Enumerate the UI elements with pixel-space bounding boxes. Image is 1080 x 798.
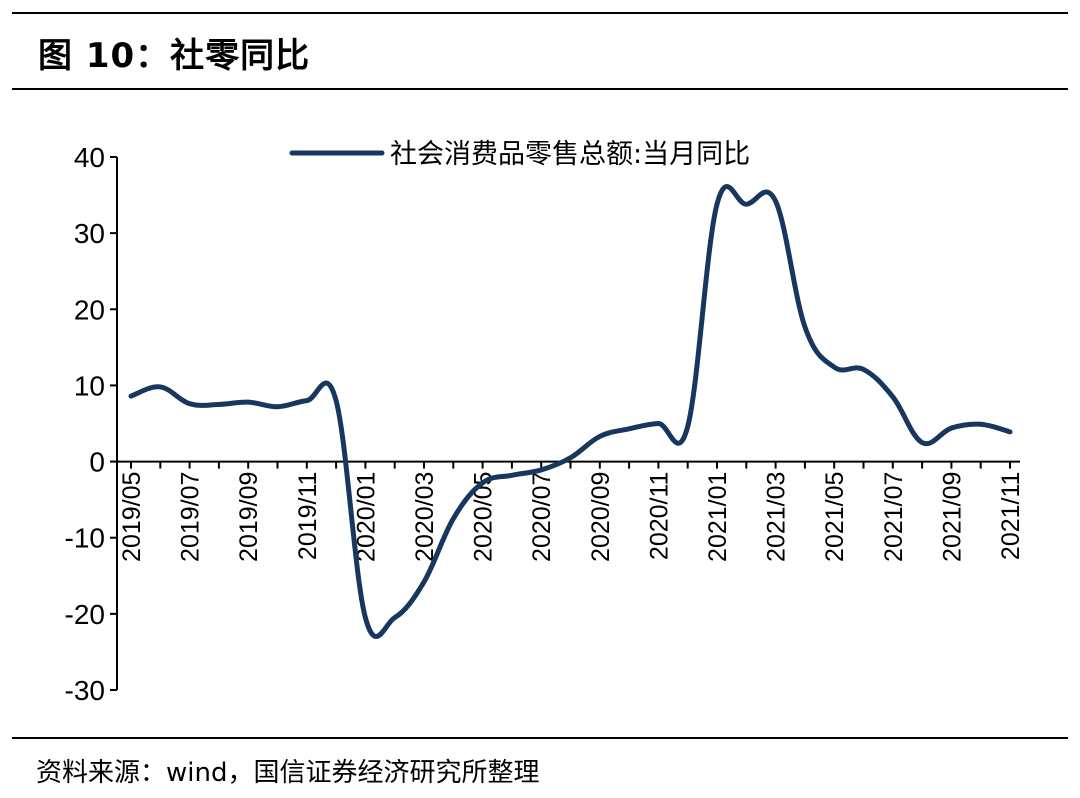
y-tick-label: 20	[74, 294, 105, 325]
y-tick-label: -30	[65, 675, 105, 706]
x-tick-label: 2019/11	[294, 472, 322, 561]
data-point	[539, 468, 543, 472]
data-point	[276, 405, 280, 409]
data-point	[217, 402, 221, 406]
y-tick-label: 10	[74, 370, 105, 401]
x-tick-label: 2021/05	[821, 472, 849, 562]
title-rule	[12, 88, 1068, 90]
data-point	[422, 580, 426, 584]
source-rule	[12, 737, 1068, 739]
data-point	[481, 481, 485, 485]
x-tick-label: 2019/07	[177, 472, 205, 562]
data-point	[715, 202, 719, 206]
data-point	[627, 427, 631, 431]
data-point	[451, 517, 455, 521]
data-point	[334, 399, 338, 403]
data-point	[803, 325, 807, 329]
x-tick-label: 2021/01	[704, 472, 732, 562]
x-tick-label: 2020/03	[411, 472, 439, 562]
data-point	[832, 365, 836, 369]
data-point	[891, 395, 895, 399]
axes	[116, 157, 1020, 690]
x-tick-label: 2019/05	[118, 472, 146, 562]
data-point	[686, 425, 690, 429]
x-tick-label: 2020/07	[528, 472, 556, 562]
data-point	[569, 456, 573, 460]
x-tick-label: 2020/11	[645, 472, 673, 561]
series-line	[128, 184, 1013, 639]
data-point	[920, 441, 924, 445]
x-tick-label: 2019/09	[235, 472, 263, 562]
x-tick-label: 2021/11	[997, 472, 1025, 561]
data-point	[744, 202, 748, 206]
data-point	[979, 422, 983, 426]
y-tick-label: 0	[89, 447, 105, 478]
x-ticks: 2019/05 2019/07 2019/09 2019/11 2020/01 2020/…	[118, 461, 1025, 562]
x-tick-label: 2021/07	[880, 472, 908, 562]
data-point	[305, 399, 309, 403]
data-point	[774, 199, 778, 203]
top-rule	[12, 12, 1068, 14]
source-note: 资料来源：wind，国信证券经济研究所整理	[36, 758, 540, 788]
y-tick-label: -10	[65, 523, 105, 554]
line-chart: 40 30 20 10 0 -10 -20 -30 2019/05 2019/07 2019/09…	[65, 139, 1025, 706]
legend-label: 社会消费品零售总额:当月同比	[390, 139, 750, 170]
data-point	[598, 434, 602, 438]
data-point	[949, 426, 953, 430]
y-tick-label: 30	[74, 218, 105, 249]
figure-title: 图 10：社零同比	[38, 36, 311, 76]
series-group	[128, 184, 1013, 639]
y-tick-label: -20	[65, 599, 105, 630]
data-point	[246, 400, 250, 404]
data-point	[862, 367, 866, 371]
data-point	[363, 616, 367, 620]
data-point	[129, 394, 133, 398]
data-point	[1008, 430, 1012, 434]
x-tick-label: 2020/05	[470, 472, 498, 562]
legend: 社会消费品零售总额:当月同比	[289, 139, 750, 170]
data-point	[188, 402, 192, 406]
data-point	[656, 422, 660, 426]
y-ticks: 40 30 20 10 0 -10 -20 -30	[65, 142, 117, 706]
data-point	[393, 616, 397, 620]
y-tick-label: 40	[74, 142, 105, 173]
x-tick-label: 2020/09	[587, 472, 615, 562]
data-point	[158, 385, 162, 389]
data-point	[510, 473, 514, 477]
x-tick-label: 2021/03	[763, 472, 791, 562]
x-tick-label: 2021/09	[938, 472, 966, 562]
